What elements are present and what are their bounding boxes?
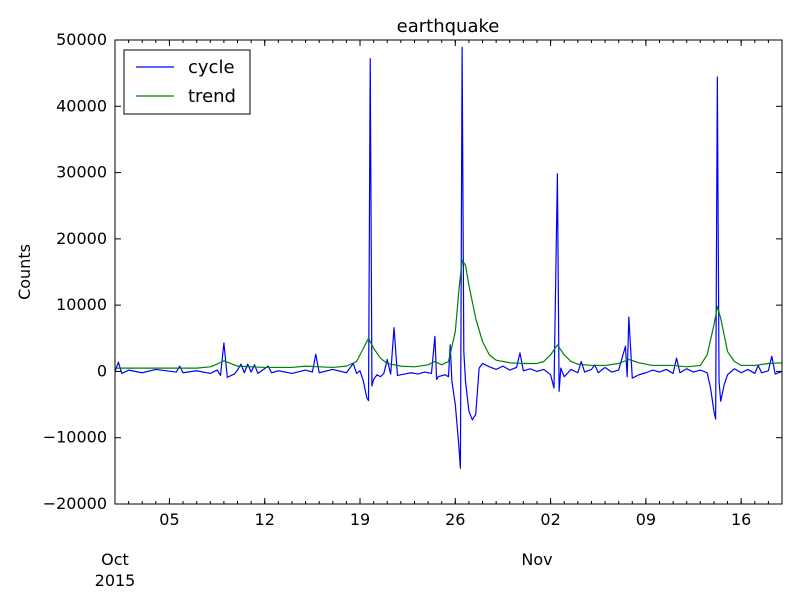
y-axis-label: Counts bbox=[15, 244, 34, 300]
chart-title: earthquake bbox=[397, 16, 500, 37]
series-line-trend bbox=[115, 259, 782, 369]
legend-label-trend: trend bbox=[188, 86, 236, 107]
x-month-label: Nov bbox=[521, 550, 552, 569]
y-axis: −20000 −10000 0 10000 20000 30000 40000 50000 bbox=[43, 30, 782, 513]
y-tick-label: −10000 bbox=[43, 428, 107, 447]
y-tick-label: 20000 bbox=[56, 229, 107, 248]
x-tick-label: 05 bbox=[159, 510, 179, 529]
plot-area bbox=[115, 46, 782, 469]
legend: cycle trend bbox=[123, 49, 251, 115]
y-tick-label: 50000 bbox=[56, 30, 107, 49]
y-tick-label: 10000 bbox=[56, 295, 107, 314]
x-axis: 05 12 19 26 02 09 16 Oct 2015 Nov bbox=[95, 40, 783, 590]
legend-box bbox=[123, 49, 251, 115]
y-tick-label: −20000 bbox=[43, 494, 107, 513]
legend-label-cycle: cycle bbox=[188, 57, 235, 78]
y-tick-label: 30000 bbox=[56, 163, 107, 182]
x-tick-label: 12 bbox=[255, 510, 275, 529]
x-tick-label: 19 bbox=[350, 510, 370, 529]
x-tick-label: 09 bbox=[636, 510, 656, 529]
y-tick-label: 0 bbox=[97, 361, 107, 380]
x-tick-label: 02 bbox=[540, 510, 560, 529]
x-tick-label: 16 bbox=[731, 510, 751, 529]
x-tick-label: 26 bbox=[445, 510, 465, 529]
x-month-label: Oct bbox=[101, 550, 129, 569]
x-year-label: 2015 bbox=[95, 571, 136, 590]
y-tick-label: 40000 bbox=[56, 96, 107, 115]
series-line-cycle bbox=[115, 46, 782, 469]
plot-frame bbox=[114, 39, 783, 505]
